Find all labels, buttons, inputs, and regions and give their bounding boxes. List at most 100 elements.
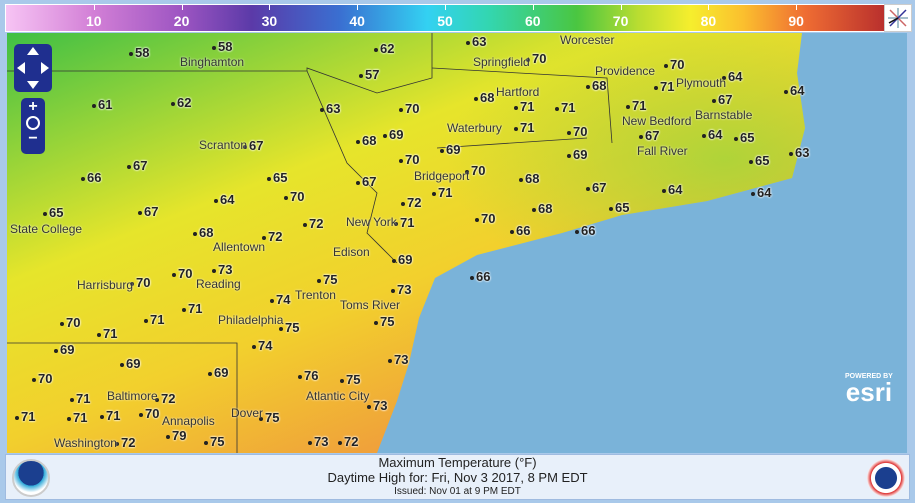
temperature-point[interactable]: 65 — [733, 130, 755, 145]
temperature-point[interactable]: 72 — [114, 435, 136, 450]
temperature-point[interactable]: 73 — [390, 282, 412, 297]
temperature-point[interactable]: 64 — [783, 83, 805, 98]
temperature-point[interactable]: 66 — [574, 223, 596, 238]
temperature-point[interactable]: 63 — [788, 145, 810, 160]
temperature-point[interactable]: 69 — [382, 127, 404, 142]
temperature-point[interactable]: 71 — [513, 99, 535, 114]
temperature-point[interactable]: 66 — [469, 269, 491, 284]
temperature-point[interactable]: 70 — [59, 315, 81, 330]
temperature-point[interactable]: 75 — [258, 410, 280, 425]
temperature-point[interactable]: 67 — [126, 158, 148, 173]
temperature-point[interactable]: 61 — [91, 97, 113, 112]
pan-control[interactable] — [14, 44, 52, 92]
temperature-point[interactable]: 70 — [525, 51, 547, 66]
temperature-point[interactable]: 71 — [66, 410, 88, 425]
temperature-point[interactable]: 72 — [400, 195, 422, 210]
temperature-point[interactable]: 71 — [69, 391, 91, 406]
temperature-point[interactable]: 63 — [319, 101, 341, 116]
temperature-point[interactable]: 70 — [398, 152, 420, 167]
temperature-point[interactable]: 71 — [431, 185, 453, 200]
temperature-point[interactable]: 58 — [128, 45, 150, 60]
temperature-point[interactable]: 64 — [750, 185, 772, 200]
temperature-point[interactable]: 73 — [366, 398, 388, 413]
temperature-point[interactable]: 66 — [80, 170, 102, 185]
temperature-point[interactable]: 68 — [585, 78, 607, 93]
temperature-point[interactable]: 69 — [207, 365, 229, 380]
temperature-point[interactable]: 71 — [143, 312, 165, 327]
zoom-in-button[interactable]: + — [28, 98, 38, 115]
temperature-point[interactable]: 64 — [661, 182, 683, 197]
temperature-point[interactable]: 70 — [138, 406, 160, 421]
temperature-point[interactable]: 71 — [96, 326, 118, 341]
temperature-point[interactable]: 69 — [119, 356, 141, 371]
temperature-point[interactable]: 72 — [261, 229, 283, 244]
temperature-point[interactable]: 79 — [165, 428, 187, 443]
temperature-point[interactable]: 71 — [99, 408, 121, 423]
temperature-point[interactable]: 70 — [663, 57, 685, 72]
temperature-point[interactable]: 70 — [171, 266, 193, 281]
temperature-point[interactable]: 72 — [302, 216, 324, 231]
city-label: Providence — [595, 64, 656, 78]
temperature-point[interactable]: 75 — [339, 372, 361, 387]
temperature-point[interactable]: 65 — [748, 153, 770, 168]
temperature-point[interactable]: 71 — [14, 409, 36, 424]
temperature-point[interactable]: 74 — [251, 338, 273, 353]
temperature-point[interactable]: 71 — [625, 98, 647, 113]
temperature-point[interactable]: 67 — [242, 138, 264, 153]
temperature-point[interactable]: 68 — [192, 225, 214, 240]
temperature-point[interactable]: 70 — [566, 124, 588, 139]
temperature-point[interactable]: 57 — [358, 67, 380, 82]
temperature-point[interactable]: 68 — [531, 201, 553, 216]
temperature-map[interactable]: 58 58 62 63 70 70 64 64 57 61 62 63 70 68 71 71 68 71 67 71… — [7, 33, 907, 453]
temperature-point[interactable]: 65 — [608, 200, 630, 215]
temperature-point[interactable]: 64 — [701, 127, 723, 142]
temperature-point[interactable]: 71 — [653, 79, 675, 94]
temperature-point[interactable]: 69 — [439, 142, 461, 157]
temperature-point[interactable]: 67 — [638, 128, 660, 143]
zoom-out-button[interactable]: − — [28, 130, 38, 147]
temperature-point[interactable]: 70 — [398, 101, 420, 116]
temperature-point[interactable]: 68 — [518, 171, 540, 186]
temperature-point[interactable]: 70 — [474, 211, 496, 226]
temperature-point[interactable]: 71 — [513, 120, 535, 135]
temperature-point[interactable]: 66 — [509, 223, 531, 238]
temperature-point[interactable]: 68 — [473, 90, 495, 105]
temperature-point[interactable]: 65 — [266, 170, 288, 185]
temperature-point[interactable]: 67 — [711, 92, 733, 107]
temperature-point[interactable]: 70 — [129, 275, 151, 290]
temperature-point[interactable]: 68 — [355, 133, 377, 148]
temperature-point[interactable]: 70 — [464, 163, 486, 178]
temperature-point[interactable]: 74 — [269, 292, 291, 307]
temperature-point[interactable]: 67 — [355, 174, 377, 189]
temperature-point[interactable]: 67 — [585, 180, 607, 195]
temperature-point[interactable]: 75 — [316, 272, 338, 287]
temperature-point[interactable]: 69 — [53, 342, 75, 357]
temperature-point[interactable]: 73 — [387, 352, 409, 367]
temperature-point[interactable]: 69 — [566, 147, 588, 162]
temperature-point[interactable]: 73 — [211, 262, 233, 277]
legend-tick-label: 10 — [86, 13, 102, 29]
temperature-point[interactable]: 72 — [337, 434, 359, 449]
temperature-point[interactable]: 62 — [373, 41, 395, 56]
temperature-point[interactable]: 65 — [42, 205, 64, 220]
temperature-point[interactable]: 76 — [297, 368, 319, 383]
globe-icon[interactable] — [26, 116, 40, 130]
temperature-point[interactable]: 64 — [213, 192, 235, 207]
temperature-point[interactable]: 75 — [278, 320, 300, 335]
temperature-point[interactable]: 72 — [154, 391, 176, 406]
temperature-point[interactable]: 58 — [211, 39, 233, 54]
temperature-point[interactable]: 71 — [393, 215, 415, 230]
temperature-point[interactable]: 71 — [181, 301, 203, 316]
temperature-point[interactable]: 63 — [465, 34, 487, 49]
temperature-point[interactable]: 75 — [203, 434, 225, 449]
temperature-point[interactable]: 67 — [137, 204, 159, 219]
temperature-point[interactable]: 75 — [373, 314, 395, 329]
temperature-point[interactable]: 70 — [283, 189, 305, 204]
temperature-point[interactable]: 71 — [554, 100, 576, 115]
temperature-point[interactable]: 70 — [31, 371, 53, 386]
legend-tick-label: 80 — [700, 13, 717, 29]
temperature-point[interactable]: 73 — [307, 434, 329, 449]
temperature-point[interactable]: 69 — [391, 252, 413, 267]
temperature-point[interactable]: 64 — [721, 69, 743, 84]
temperature-point[interactable]: 62 — [170, 95, 192, 110]
